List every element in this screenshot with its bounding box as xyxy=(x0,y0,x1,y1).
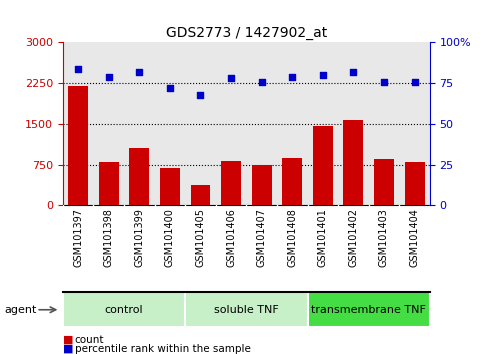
Bar xyxy=(252,165,271,205)
Bar xyxy=(68,86,88,205)
Text: agent: agent xyxy=(5,305,37,315)
Text: GSM101407: GSM101407 xyxy=(256,208,267,267)
Point xyxy=(350,69,357,75)
Bar xyxy=(308,292,430,327)
Text: GSM101401: GSM101401 xyxy=(318,208,328,267)
Bar xyxy=(129,148,149,205)
Point xyxy=(288,74,296,80)
Text: GSM101398: GSM101398 xyxy=(104,208,114,267)
Text: count: count xyxy=(75,335,104,345)
Point xyxy=(105,74,113,80)
Title: GDS2773 / 1427902_at: GDS2773 / 1427902_at xyxy=(166,26,327,40)
Bar xyxy=(282,158,302,205)
Bar xyxy=(190,185,211,205)
Bar xyxy=(160,169,180,205)
Bar xyxy=(63,292,185,327)
Bar xyxy=(185,292,308,327)
Point xyxy=(74,66,82,72)
Text: GSM101405: GSM101405 xyxy=(196,208,205,267)
Bar xyxy=(405,162,425,205)
Text: GSM101400: GSM101400 xyxy=(165,208,175,267)
Text: ■: ■ xyxy=(63,344,73,354)
Point xyxy=(319,72,327,78)
Point xyxy=(227,75,235,81)
Point xyxy=(411,79,418,84)
Text: GSM101406: GSM101406 xyxy=(226,208,236,267)
Bar xyxy=(221,161,241,205)
Text: GSM101408: GSM101408 xyxy=(287,208,297,267)
Text: GSM101399: GSM101399 xyxy=(134,208,144,267)
Text: percentile rank within the sample: percentile rank within the sample xyxy=(75,344,251,354)
Point xyxy=(166,85,174,91)
Text: transmembrane TNF: transmembrane TNF xyxy=(311,305,426,315)
Bar xyxy=(374,159,394,205)
Point xyxy=(258,79,266,84)
Text: GSM101404: GSM101404 xyxy=(410,208,420,267)
Text: soluble TNF: soluble TNF xyxy=(214,305,279,315)
Text: GSM101402: GSM101402 xyxy=(348,208,358,267)
Point xyxy=(380,79,388,84)
Text: GSM101403: GSM101403 xyxy=(379,208,389,267)
Text: GSM101397: GSM101397 xyxy=(73,208,83,267)
Bar xyxy=(99,162,119,205)
Bar xyxy=(313,126,333,205)
Text: ■: ■ xyxy=(63,335,73,345)
Text: control: control xyxy=(105,305,143,315)
Bar xyxy=(343,120,363,205)
Point xyxy=(197,92,204,97)
Point xyxy=(135,69,143,75)
